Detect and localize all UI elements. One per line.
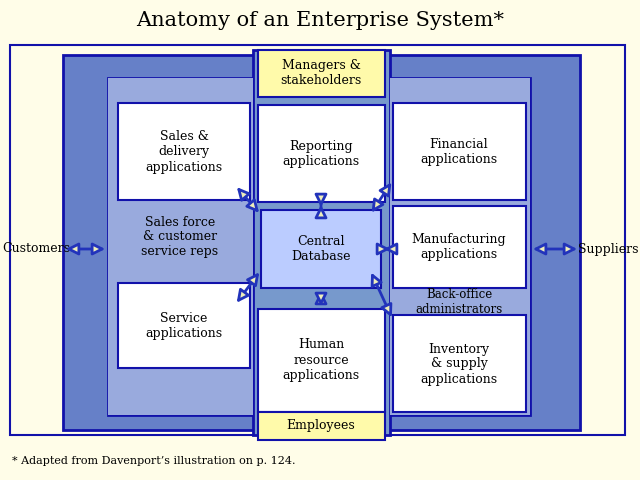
Bar <box>63 55 580 430</box>
Text: Financial
applications: Financial applications <box>420 138 497 166</box>
Text: Managers &
stakeholders: Managers & stakeholders <box>280 59 362 87</box>
Bar <box>10 45 625 435</box>
Bar <box>258 105 385 202</box>
Bar <box>108 78 253 415</box>
Text: * Adapted from Davenport’s illustration on p. 124.: * Adapted from Davenport’s illustration … <box>12 456 296 466</box>
Text: Back-office
administrators: Back-office administrators <box>415 288 502 316</box>
Text: Manufacturing
applications: Manufacturing applications <box>412 233 506 261</box>
Text: Customers: Customers <box>2 242 70 255</box>
Bar <box>261 210 381 288</box>
Text: Sales force
& customer
service reps: Sales force & customer service reps <box>141 216 219 259</box>
Text: Suppliers: Suppliers <box>578 242 638 255</box>
Bar <box>258 412 385 440</box>
Text: Anatomy of an Enterprise System*: Anatomy of an Enterprise System* <box>136 11 504 29</box>
Bar <box>393 206 526 288</box>
Text: Central
Database: Central Database <box>291 235 351 263</box>
Bar <box>118 103 250 200</box>
Text: Sales &
delivery
applications: Sales & delivery applications <box>145 131 223 173</box>
Bar <box>393 103 526 200</box>
Text: Inventory
& supply
applications: Inventory & supply applications <box>420 343 497 385</box>
Text: Service
applications: Service applications <box>145 312 223 340</box>
Bar <box>253 50 390 435</box>
Bar <box>390 78 530 415</box>
Bar <box>258 50 385 97</box>
Bar <box>118 283 250 368</box>
Text: Reporting
applications: Reporting applications <box>282 140 360 168</box>
Bar <box>393 315 526 412</box>
Bar <box>108 78 530 415</box>
Text: Human
resource
applications: Human resource applications <box>282 338 360 382</box>
Bar <box>258 309 385 412</box>
Text: Employees: Employees <box>287 420 355 432</box>
